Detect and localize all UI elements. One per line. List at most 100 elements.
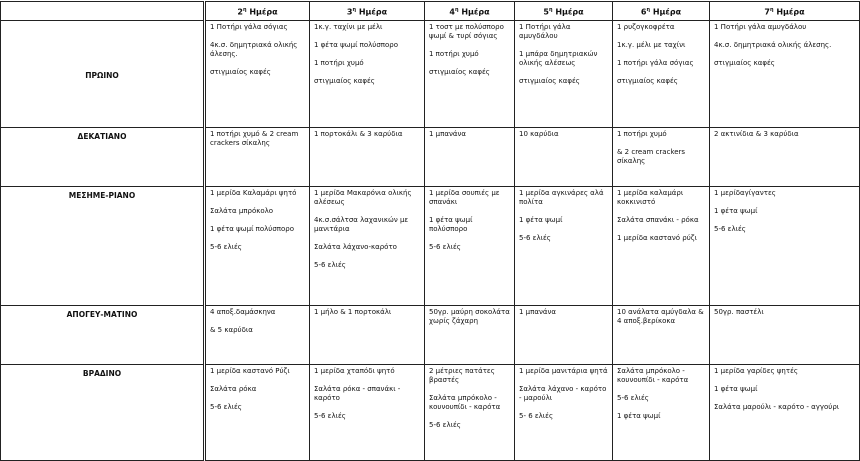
meal-item: 5-6 ελιές [429, 243, 461, 251]
meal-item: 4 αποξ.δαμάσκηνα [210, 308, 276, 316]
day-number: 5 [543, 7, 549, 17]
meal-label: ΜΕΣΗΜΕ-ΡΙΑΝΟ [0, 186, 206, 306]
meal-cell: 1 Ποτήρι γάλα αμυγδάλου 1 μπάρα δημητριακ… [514, 20, 613, 128]
meal-item: 1 μερίδα καστανό ρύζι [617, 234, 697, 242]
meal-item: 2 μέτριες πατάτες βραστές [429, 367, 495, 384]
meal-item: 1 μπανάνα [429, 130, 467, 138]
meal-cell: 1 μερίδα καλαμάρι κοκκινιστό Σαλάτα σπανά… [612, 186, 710, 306]
meal-label: ΔΕΚΑΤΙΑΝΟ [0, 127, 206, 187]
meal-item: 1 φέτα ψωμί [519, 216, 563, 224]
meal-cell: 1 Ποτήρι γάλα σόγιας 4κ.σ. δημητριακά ολι… [204, 20, 310, 128]
meal-cell: 1 πορτοκάλι & 3 καρύδια [309, 127, 425, 187]
meal-cell: 1 μπανάνα [424, 127, 515, 187]
day-label: Ημέρα [773, 7, 805, 17]
meal-item: 5-6 ελιές [210, 243, 242, 251]
meal-item: 10 ανάλατα αμύγδαλα & 4 αποξ.βερίκοκα [617, 308, 704, 325]
meal-cell: 1 τοστ με πολύσπορο ψωμί & τυρί σόγιας 1 … [424, 20, 515, 128]
meal-cell: 1 μερίδα γαρίδες ψητές 1 φέτα ψωμί Σαλάτα … [709, 364, 860, 461]
meal-item: 1 μπανάνα [519, 308, 557, 316]
meal-item: Σαλάτα σπανάκι - ρόκα [617, 216, 699, 224]
meal-cell: 1 μερίδα Μακαρόνια ολικής αλέσεως 4κ.σ.σά… [309, 186, 425, 306]
meal-cell: 50γρ. μαύρη σοκολάτα χωρίς ζάχαρη [424, 305, 515, 365]
corner-cell [0, 1, 206, 21]
meal-item: 1 πορτοκάλι & 3 καρύδια [314, 130, 403, 138]
meal-item: 1 ποτήρι γάλα σόγιας [617, 59, 694, 67]
day-number: 6 [640, 7, 647, 17]
meal-label: ΑΠΟΓΕΥ-ΜΑΤΙΝΟ [0, 305, 206, 365]
meal-item: Σαλάτα ρόκα [210, 385, 257, 393]
meal-item: & 2 cream crackers σίκαλης [617, 148, 686, 165]
meal-item: στιγμιαίος καφές [519, 77, 580, 85]
meal-cell: 4 αποξ.δαμάσκηνα & 5 καρύδια [204, 305, 310, 365]
day-number: 2 [237, 7, 243, 17]
meal-item: 1 τοστ με πολύσπορο ψωμί & τυρί σόγιας [429, 23, 504, 40]
day-ordinal: η [454, 6, 459, 13]
meal-item: 5-6 ελιές [519, 234, 551, 242]
meal-item: 50γρ. παστέλι [714, 308, 764, 316]
day-header-6: 6η Ημέρα [612, 1, 710, 21]
meal-cell: 1 ποτήρι χυμό & 2 cream crackers σίκαλης [204, 127, 310, 187]
meal-item: στιγμιαίος καφές [617, 77, 678, 85]
meal-item: στιγμιαίος καφές [314, 77, 375, 85]
meal-item: 1 μπάρα δημητριακών ολικής αλέσεως [519, 50, 598, 67]
meal-item: στιγμιαίος καφές [210, 68, 271, 76]
meal-row: ΔΕΚΑΤΙΑΝΟ 1 ποτήρι χυμό & 2 cream cracker… [0, 127, 860, 187]
meal-item: 1κ.γ. μέλι με ταχίνι [617, 41, 686, 49]
day-label: Ημέρα [458, 7, 490, 17]
meal-item: Σαλάτα λάχανο-καρότο [314, 243, 397, 251]
meal-item: 5-6 ελιές [210, 403, 242, 411]
meal-cell: 1 μερίδαγίγαντες 1 φέτα ψωμί 5-6 ελιές [709, 186, 860, 306]
day-header-2: 2η Ημέρα [204, 1, 310, 21]
day-number: 4 [449, 7, 455, 17]
meal-item: 1 ρυζογκοφρέτα [617, 23, 675, 31]
meal-row: ΒΡΑΔΙΝΟ 1 μερίδα καστανό Ρύζι Σαλάτα ρόκα 5… [0, 364, 860, 461]
meal-item: 50γρ. μαύρη σοκολάτα χωρίς ζάχαρη [429, 308, 510, 325]
meal-row: ΑΠΟΓΕΥ-ΜΑΤΙΝΟ 4 αποξ.δαμάσκηνα & 5 καρύδια… [0, 305, 860, 365]
day-number: 3 [346, 7, 353, 17]
meal-item: 1 μερίδα αγκινάρες αλά πολίτα [519, 189, 604, 206]
meal-item: 1 ποτήρι χυμό [617, 130, 667, 138]
meal-cell: 10 καρύδια [514, 127, 613, 187]
meal-item: 5- 6 ελιές [519, 412, 554, 420]
meal-item: 2 ακτινίδια & 3 καρύδια [714, 130, 799, 138]
meal-cell: 1 Ποτήρι γάλα αμυγδάλου 4κ.σ. δημητριακά … [709, 20, 860, 128]
meal-item: Σαλάτα ρόκα - σπανάκι - καρότο [314, 385, 401, 402]
meal-cell: 10 ανάλατα αμύγδαλα & 4 αποξ.βερίκοκα [612, 305, 710, 365]
meal-label: ΠΡΩΙΝΟ [0, 20, 206, 128]
day-label: Ημέρα [552, 7, 584, 17]
meal-item: 1 φέτα ψωμί [617, 412, 661, 420]
day-label: Ημέρα [650, 7, 682, 17]
meal-item: 1 μήλο & 1 πορτοκάλι [314, 308, 392, 316]
meal-item: 1 ποτήρι χυμό [314, 59, 364, 67]
meal-item: 4κ.σ. δημητριακά ολικής άλεσης. [714, 41, 832, 49]
meal-item: 1 μερίδα χταπόδι ψητό [314, 367, 395, 375]
day-label: Ημέρα [356, 7, 388, 17]
meal-item: Σαλάτα μαρούλι - καρότο - αγγούρι [714, 403, 840, 411]
meal-cell: 1 μερίδα σουπιές με σπανάκι 1 φέτα ψωμί π… [424, 186, 515, 306]
meal-cell: Σαλάτα μπρόκολο - κουνουπίδι - καρότα 5-6… [612, 364, 710, 461]
meal-item: 1 φέτα ψωμί [714, 207, 758, 215]
day-header-5: 5η Ημέρα [514, 1, 613, 21]
meal-item: Σαλάτα μπρόκολο - κουνουπίδι - καρότα [429, 394, 501, 411]
meal-item: 1 μερίδαγίγαντες [714, 189, 776, 197]
meal-item: 1 Ποτήρι γάλα σόγιας [210, 23, 288, 31]
meal-cell: 1 μερίδα μανιτάρια ψητά Σαλάτα λάχανο - κ… [514, 364, 613, 461]
meal-label: ΒΡΑΔΙΝΟ [0, 364, 206, 461]
meal-item: 1 φέτα ψωμί πολύσπορο [314, 41, 399, 49]
day-header-7: 7η Ημέρα [709, 1, 860, 21]
meal-item: 1 ποτήρι χυμό [429, 50, 479, 58]
header-row: 2η Ημέρα 3η Ημέρα 4η Ημέρα 5η Ημέρα 6η Ημέρα… [0, 1, 860, 21]
day-ordinal: η [548, 6, 553, 13]
day-ordinal: η [769, 6, 774, 13]
meal-item: 1 Ποτήρι γάλα αμυγδάλου [519, 23, 571, 40]
meal-cell: 1 μερίδα αγκινάρες αλά πολίτα 1 φέτα ψωμί… [514, 186, 613, 306]
meal-item: 1 μερίδα μανιτάρια ψητά [519, 367, 608, 375]
meal-item: 1 μερίδα καλαμάρι κοκκινιστό [617, 189, 684, 206]
meal-item: Σαλάτα μπρόκολο [210, 207, 274, 215]
meal-item: 1 φέτα ψωμί [714, 385, 758, 393]
meal-cell: 2 ακτινίδια & 3 καρύδια [709, 127, 860, 187]
meal-item: 5-6 ελιές [314, 261, 346, 269]
meal-cell: 1 ρυζογκοφρέτα 1κ.γ. μέλι με ταχίνι 1 ποτή… [612, 20, 710, 128]
day-ordinal: η [646, 6, 651, 13]
